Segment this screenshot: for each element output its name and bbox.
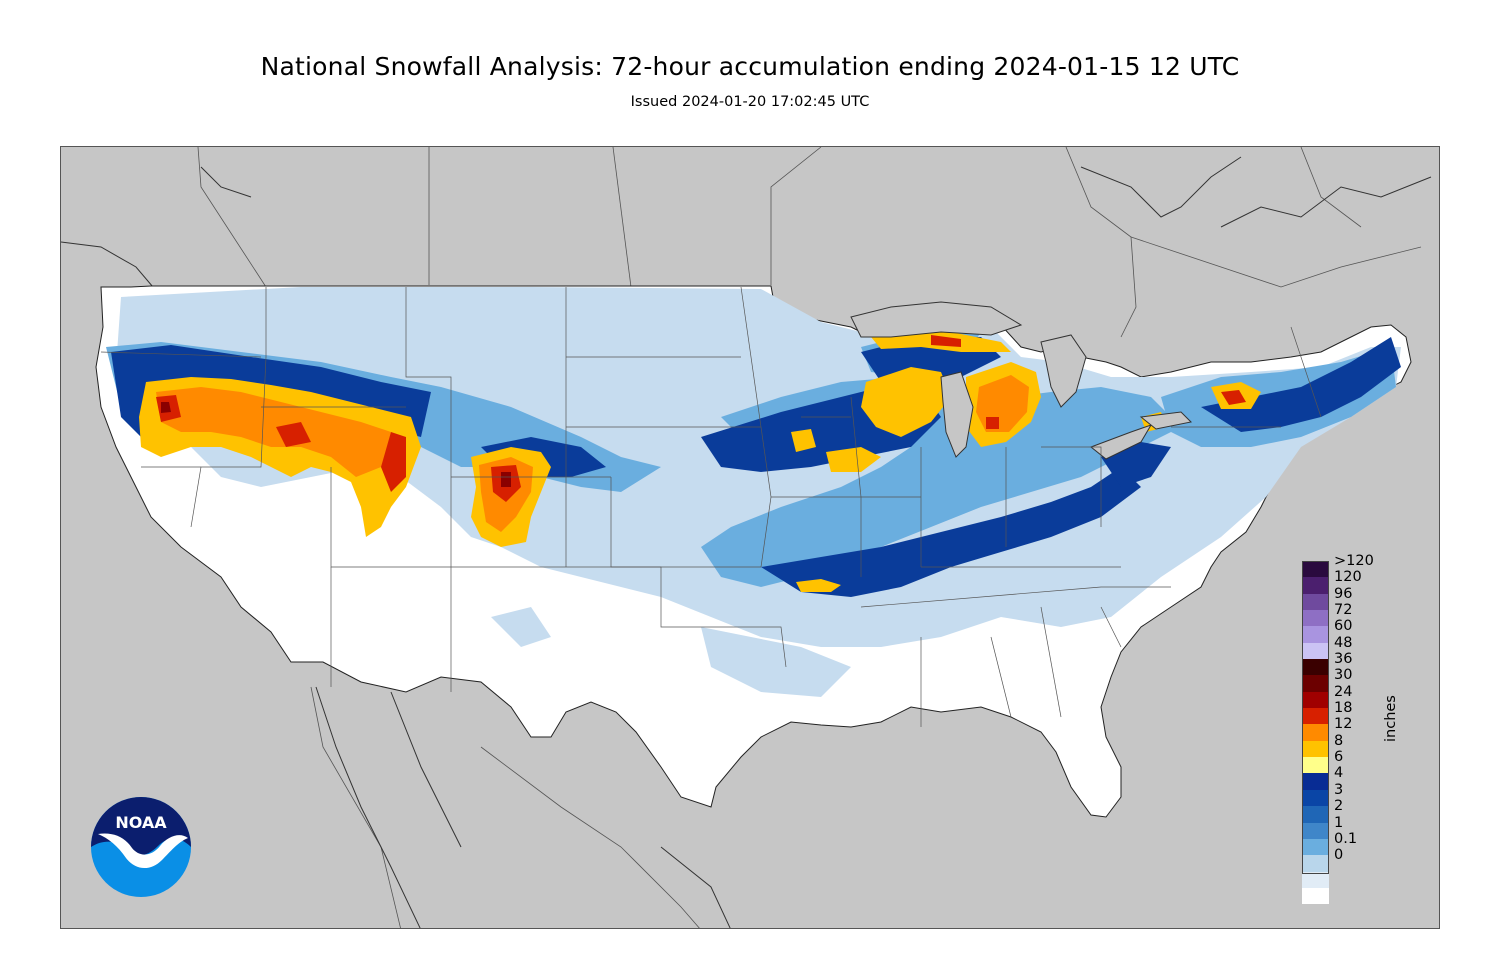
legend-swatch [1302, 757, 1329, 774]
legend-label: 96 [1334, 585, 1353, 602]
legend-swatch [1302, 724, 1329, 741]
legend-swatch [1302, 610, 1329, 627]
legend-row: 30 [1302, 667, 1392, 692]
legend-label: 30 [1334, 667, 1353, 684]
legend-row: 24 [1302, 684, 1392, 709]
legend-label: 48 [1334, 634, 1353, 651]
legend-swatch [1302, 887, 1329, 905]
legend-label: 2 [1334, 798, 1344, 815]
snow-heavy-areas [139, 325, 1261, 592]
legend-row: 12 [1302, 716, 1392, 741]
legend-label: 0 [1334, 847, 1344, 864]
legend-label: 36 [1334, 651, 1353, 668]
legend-row [1302, 871, 1392, 888]
legend-swatch [1302, 838, 1329, 856]
legend-row: 48 [1302, 635, 1392, 660]
snowfall-legend: >120 120 96 72 60 48 36 30 24 18 12 8 6 4 3 2 1 0.1 0 [1302, 553, 1392, 905]
legend-swatch [1302, 822, 1329, 839]
noaa-logo-text: NOAA [115, 813, 167, 832]
legend-swatch [1302, 691, 1329, 709]
snowfall-map[interactable] [60, 146, 1440, 929]
legend-row: 96 [1302, 586, 1392, 611]
legend-swatch [1302, 626, 1329, 643]
issued-timestamp: Issued 2024-01-20 17:02:45 UTC [630, 94, 870, 110]
international-boundaries [197, 147, 1422, 928]
legend-swatch [1302, 577, 1329, 594]
legend-row: 60 [1302, 618, 1392, 643]
legend-row: >120 [1302, 553, 1392, 578]
legend-swatch [1302, 593, 1329, 611]
legend-label: 8 [1334, 732, 1344, 749]
legend-row: 0.1 [1302, 831, 1392, 856]
legend-swatch [1302, 659, 1329, 676]
legend-swatch [1302, 773, 1329, 790]
legend-row: 2 [1302, 798, 1392, 823]
great-lakes [850, 301, 1193, 460]
legend-units-label: inches [1383, 695, 1399, 742]
legend-row [1302, 887, 1392, 905]
legend-label: >120 [1334, 553, 1374, 569]
legend-label: 6 [1334, 749, 1344, 766]
legend-row: 36 [1302, 651, 1392, 676]
legend-row: 18 [1302, 700, 1392, 725]
legend-swatch [1302, 675, 1329, 692]
legend-label: 72 [1334, 602, 1353, 619]
legend-swatch [1302, 708, 1329, 725]
state-boundaries [100, 286, 1322, 727]
legend-row: 8 [1302, 733, 1392, 758]
legend-row: 4 [1302, 765, 1392, 790]
legend-row: 120 [1302, 569, 1392, 594]
legend-row: 6 [1302, 749, 1392, 774]
noaa-logo: NOAA [90, 796, 192, 898]
legend-row: 0 [1302, 847, 1392, 872]
legend-row: 1 [1302, 815, 1392, 839]
legend-swatch [1302, 871, 1329, 888]
legend-label: 120 [1334, 569, 1362, 586]
legend-swatch [1302, 806, 1329, 823]
legend-label: 12 [1334, 716, 1353, 733]
legend-swatch [1302, 855, 1329, 872]
noaa-logo-icon: NOAA [91, 797, 191, 897]
legend-row: 3 [1302, 782, 1392, 807]
legend-swatch [1302, 789, 1329, 807]
legend-label: 0.1 [1334, 830, 1358, 847]
legend-label: 3 [1334, 781, 1344, 798]
legend-label: 18 [1334, 700, 1353, 717]
legend-swatch [1302, 561, 1329, 578]
legend-swatch [1302, 740, 1329, 758]
map-canvas [61, 147, 1439, 928]
legend-label: 4 [1334, 765, 1344, 782]
legend-label: 60 [1334, 618, 1353, 635]
legend-label: 1 [1334, 814, 1344, 831]
map-title: National Snowfall Analysis: 72-hour accu… [260, 52, 1240, 81]
legend-label: 24 [1334, 683, 1353, 700]
legend-swatch [1302, 642, 1329, 660]
legend-row: 72 [1302, 602, 1392, 627]
